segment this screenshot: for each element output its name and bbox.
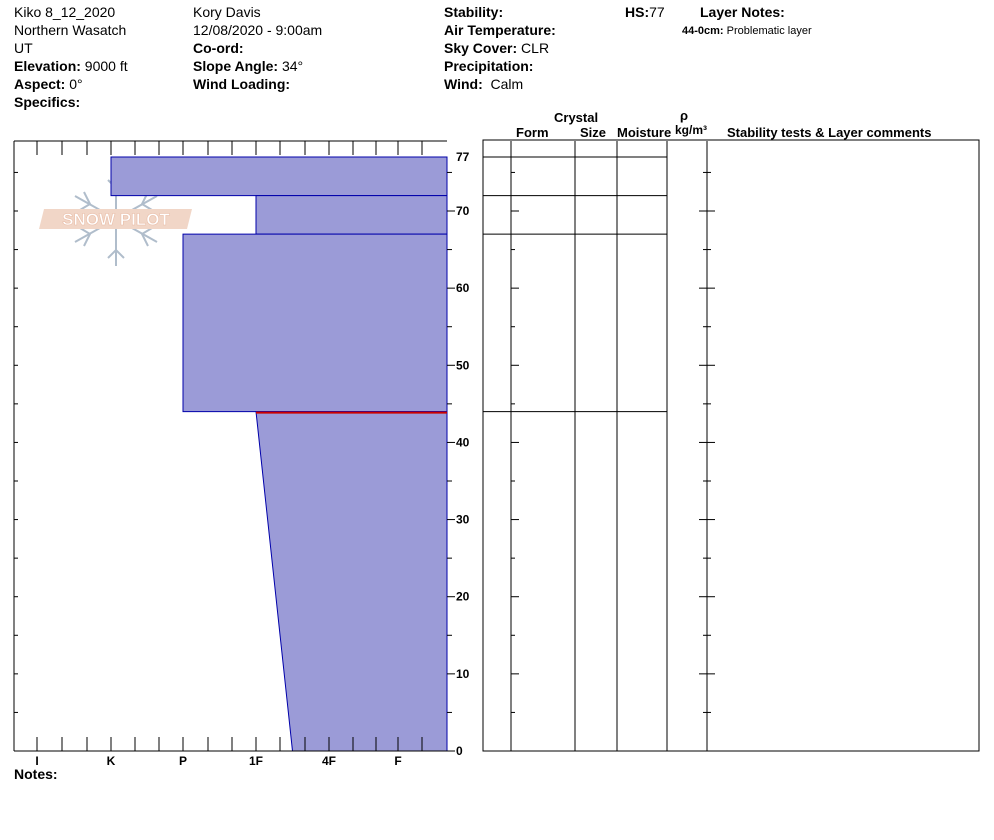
- specifics-label: Specifics:: [14, 94, 81, 110]
- coord-label: Co-ord:: [193, 40, 244, 56]
- location-name: Kiko 8_12_2020: [14, 4, 116, 20]
- form-header: Form: [516, 125, 549, 140]
- slope-label: Slope Angle:: [193, 58, 279, 74]
- y-tick-label: 0: [456, 744, 463, 758]
- layer-note: 44-0cm: Problematic layer: [682, 22, 812, 40]
- snow-layer-1: [110, 156, 448, 197]
- wind-loading-label: Wind Loading:: [193, 76, 291, 92]
- layer-table: [482, 139, 980, 752]
- moisture-header: Moisture: [617, 125, 672, 140]
- x-tick-label: 4F: [322, 754, 336, 768]
- sky-cover-label: Sky Cover:: [444, 40, 518, 56]
- precipitation-label: Precipitation:: [444, 58, 534, 74]
- snow-pilot-logo: SNOW PILOT: [39, 172, 192, 266]
- sky-cover-row: Sky Cover: CLR: [444, 39, 549, 57]
- comments-header: Stability tests & Layer comments: [727, 125, 932, 140]
- size-header: Size: [580, 125, 607, 140]
- y-tick-label: 10: [456, 667, 470, 681]
- slope-row: Slope Angle: 34°: [193, 57, 303, 75]
- observer-name: Kory Davis: [193, 4, 261, 20]
- x-tick-label: 1F: [249, 754, 263, 768]
- snow-layer-3: [182, 233, 448, 413]
- y-tick-label: 20: [456, 590, 470, 604]
- density-symbol: ρ: [680, 108, 689, 123]
- mountain-range: Northern Wasatch: [14, 22, 127, 38]
- y-tick-label: 60: [456, 281, 470, 295]
- y-tick-label: 50: [456, 358, 470, 372]
- aspect-row: Aspect: 0°: [14, 75, 83, 93]
- elevation-value: 9000 ft: [84, 58, 128, 74]
- snow-layer-4: [255, 411, 448, 752]
- x-tick-label: I: [35, 754, 38, 768]
- sky-cover-value: CLR: [521, 40, 550, 56]
- x-tick-label: K: [107, 754, 116, 768]
- hs-row: HS:77: [625, 3, 665, 21]
- snow-layer-2: [255, 195, 448, 235]
- hs-label: HS:: [625, 4, 650, 20]
- logo-text: SNOW PILOT: [62, 210, 170, 229]
- x-tick-label: P: [179, 754, 187, 768]
- wind-row: Wind: Calm: [444, 75, 523, 93]
- y-tick-label: 70: [456, 204, 470, 218]
- stability-label: Stability:: [444, 4, 504, 20]
- aspect-value: 0°: [69, 76, 83, 92]
- elevation-label: Elevation:: [14, 58, 81, 74]
- aspect-label: Aspect:: [14, 76, 66, 92]
- x-tick-label: F: [394, 754, 401, 768]
- logo-banner: [39, 209, 192, 229]
- y-tick-label: 77: [456, 150, 470, 164]
- hs-value: 77: [649, 4, 665, 20]
- layer-notes-label: Layer Notes:: [700, 4, 785, 20]
- layer-note-text: Problematic layer: [726, 25, 812, 37]
- table-frame: [482, 139, 980, 752]
- slope-value: 34°: [281, 58, 304, 74]
- chart-axes: 0 10 20 30 40 50 60 70 77 I K P 1F 4F F: [13, 140, 470, 768]
- density-unit: kg/m³: [675, 123, 708, 137]
- air-temperature-label: Air Temperature:: [444, 22, 556, 38]
- observation-datetime: 12/08/2020 - 9:00am: [193, 22, 323, 38]
- wind-value: Calm: [490, 76, 524, 92]
- crystal-header: Crystal: [554, 110, 599, 125]
- state: UT: [14, 40, 33, 56]
- layer-note-depth: 44-0cm:: [682, 25, 724, 37]
- wind-label: Wind:: [444, 76, 483, 92]
- elevation-row: Elevation: 9000 ft: [14, 57, 128, 75]
- y-tick-label: 40: [456, 435, 470, 449]
- y-tick-label: 30: [456, 513, 470, 527]
- layer-area: [110, 156, 448, 752]
- notes-label: Notes:: [14, 766, 58, 782]
